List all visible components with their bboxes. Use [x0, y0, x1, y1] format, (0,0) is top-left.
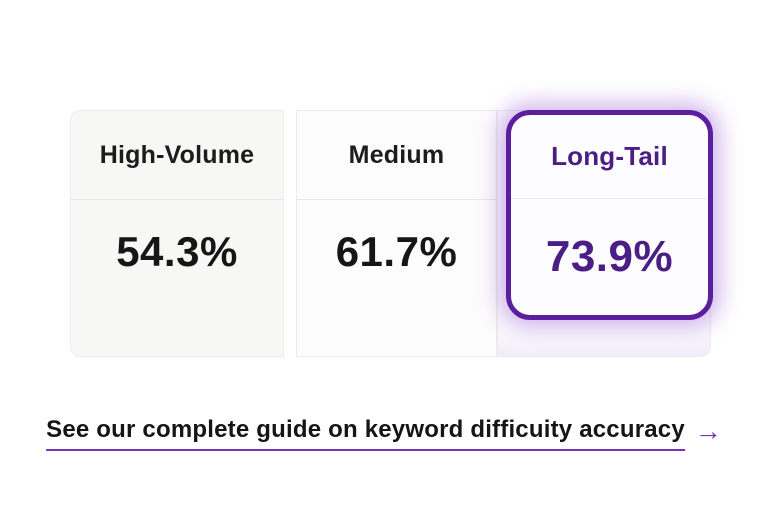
- column-high-volume: High-Volume 54.3%: [70, 110, 284, 357]
- column-header-high-volume: High-Volume: [71, 111, 283, 200]
- kd-value-long-tail: 73.9%: [545, 232, 674, 281]
- kd-value-high-volume: 54.3%: [116, 228, 238, 275]
- kd-comparison-table: High-Volume 54.3% Medium 61.7% Long-Tail…: [70, 110, 713, 357]
- guide-link[interactable]: See our complete guide on keyword diffic…: [46, 416, 722, 451]
- column-header-long-tail: Long-Tail: [511, 115, 708, 199]
- arrow-right-icon: →: [694, 416, 722, 446]
- guide-link-label: See our complete guide on keyword diffic…: [46, 416, 685, 451]
- column-header-medium: Medium: [297, 111, 496, 200]
- column-long-tail-highlight: Long-Tail 73.9%: [506, 110, 713, 320]
- column-medium: Medium 61.7%: [296, 110, 497, 357]
- kd-value-medium: 61.7%: [335, 228, 458, 275]
